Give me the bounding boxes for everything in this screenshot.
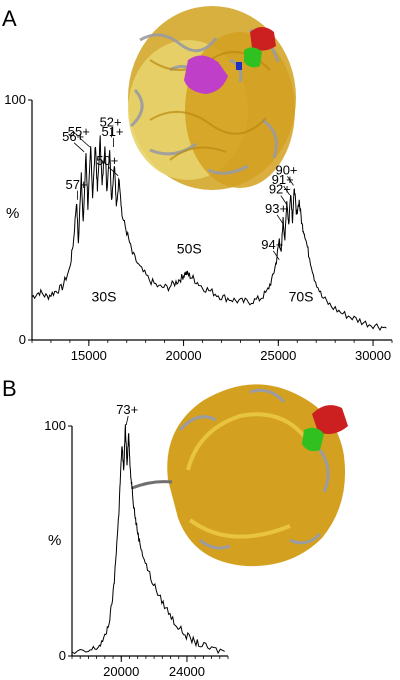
y-axis-label: % bbox=[48, 532, 61, 549]
peak-label: 94+ bbox=[261, 237, 283, 252]
y-tick-label: 100 bbox=[44, 418, 66, 433]
x-tick-label: 15000 bbox=[71, 348, 107, 363]
peak-label: 91+ bbox=[272, 172, 294, 187]
peak-leader bbox=[276, 214, 284, 225]
peak-leader bbox=[287, 176, 294, 186]
y-tick-label: 100 bbox=[4, 92, 26, 107]
y-tick-label: 0 bbox=[19, 332, 26, 347]
peak-label: 57+ bbox=[65, 177, 87, 192]
peak-leader bbox=[280, 195, 288, 205]
peak-label: 50+ bbox=[96, 153, 118, 168]
spectrum-line bbox=[71, 424, 225, 655]
peak-leader bbox=[283, 185, 291, 196]
y-axis-label: % bbox=[6, 205, 19, 222]
peak-label: 56+ bbox=[62, 129, 84, 144]
x-tick-label: 30000 bbox=[355, 348, 391, 363]
peak-label: 52+ bbox=[100, 114, 122, 129]
spectrum-line bbox=[31, 135, 387, 332]
x-tick-label: 24000 bbox=[169, 664, 205, 679]
ribosome-50s-structure bbox=[131, 384, 348, 567]
x-tick-label: 25000 bbox=[260, 348, 296, 363]
peak-leader bbox=[79, 137, 91, 148]
chart-b: % 0 100 20000 24000 73+ bbox=[44, 402, 229, 679]
ribosome-70s-structure bbox=[128, 6, 296, 190]
peak-label: 73+ bbox=[116, 402, 138, 417]
peak-label: 51+ bbox=[101, 124, 123, 139]
peak-leader bbox=[73, 142, 85, 153]
peak-leader bbox=[272, 250, 280, 261]
chart-a: % 0 100 15000 20000 25000 30000 55+ 52+ 56+ 51+ 50+… bbox=[4, 92, 393, 363]
x-tick-label: 20000 bbox=[103, 664, 139, 679]
peak-label: 55+ bbox=[68, 124, 90, 139]
peak-leader bbox=[107, 166, 119, 177]
peak-label: 93+ bbox=[265, 201, 287, 216]
region-label: 50S bbox=[177, 241, 202, 257]
peak-leader bbox=[125, 415, 129, 426]
region-label: 30S bbox=[92, 289, 117, 305]
panel-label-a: A bbox=[2, 6, 17, 31]
y-tick-label: 0 bbox=[59, 648, 66, 663]
peak-label: 90+ bbox=[275, 162, 297, 177]
panel-label-b: B bbox=[2, 376, 17, 401]
region-label: 70S bbox=[289, 289, 314, 305]
peak-label: 92+ bbox=[269, 182, 291, 197]
x-tick-label: 20000 bbox=[166, 348, 202, 363]
